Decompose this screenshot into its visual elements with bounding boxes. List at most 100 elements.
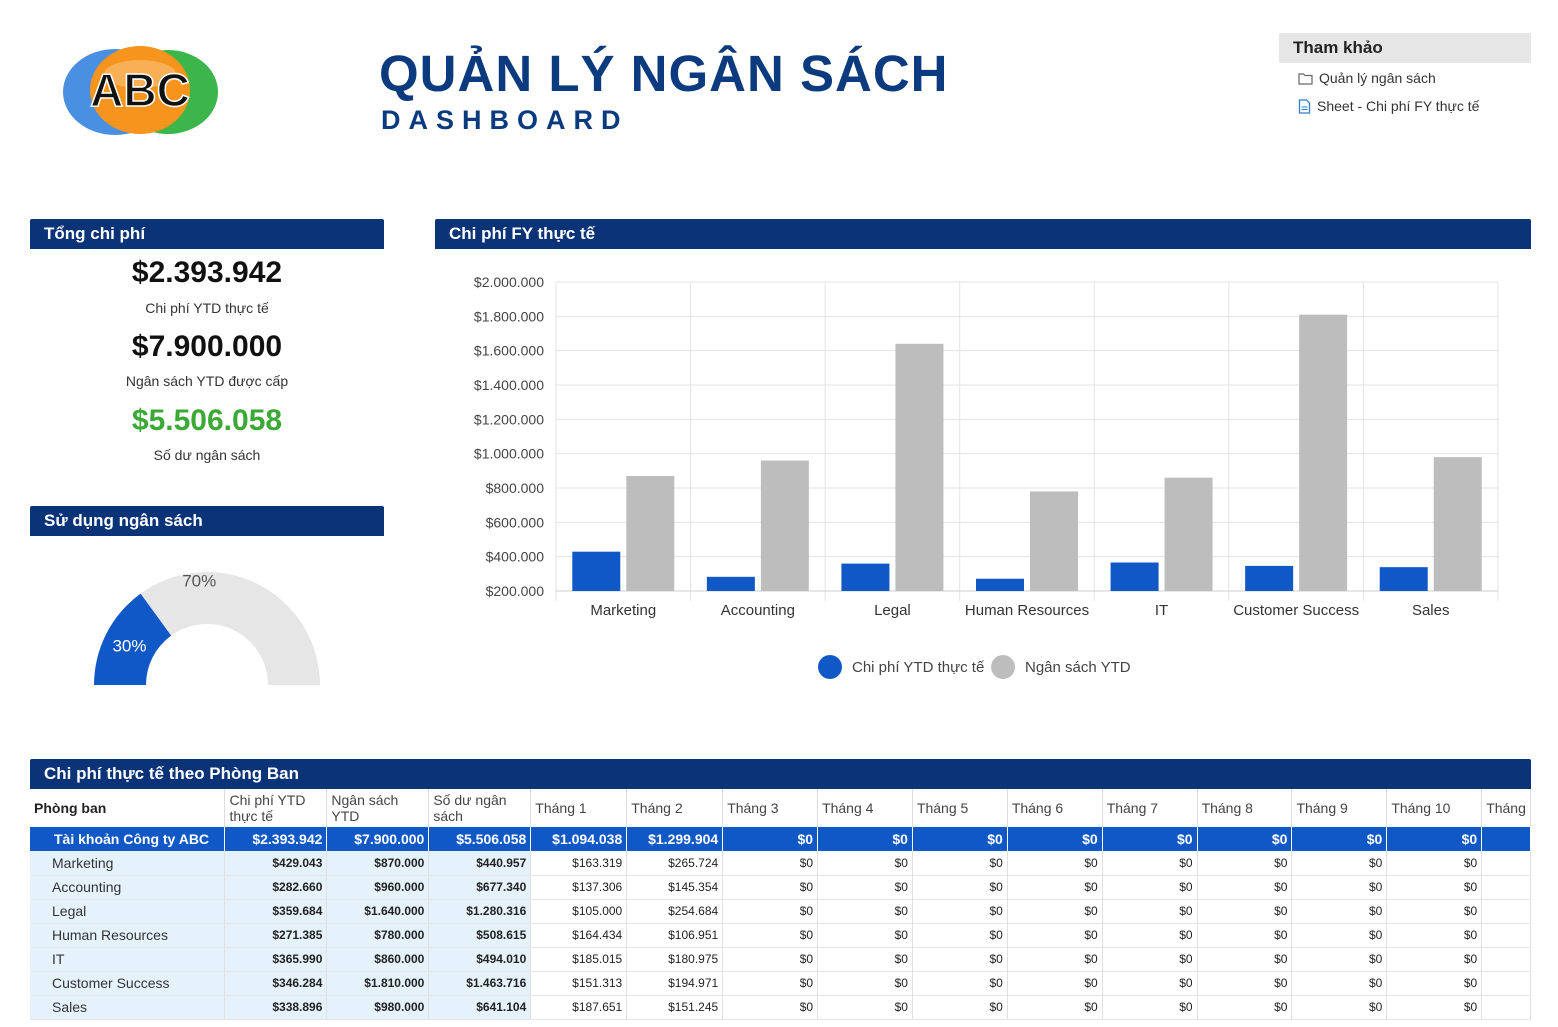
value-cell: $0 bbox=[1291, 827, 1388, 851]
x-tick-label: Legal bbox=[874, 602, 911, 619]
value-cell: $7.900.000 bbox=[326, 827, 430, 851]
value-cell: $0 bbox=[912, 899, 1008, 924]
y-tick-label: $1.200.000 bbox=[474, 411, 544, 427]
value-cell: $0 bbox=[1291, 875, 1388, 900]
value-cell: $0 bbox=[912, 875, 1008, 900]
value-cell: $271.385 bbox=[224, 923, 328, 948]
department-name-cell: Legal bbox=[30, 899, 226, 924]
value-cell: $1.640.000 bbox=[326, 899, 430, 924]
value-cell: $0 bbox=[1386, 875, 1483, 900]
budget-label: Ngân sách YTD được cấp bbox=[125, 373, 289, 389]
bar-budget-4 bbox=[1164, 477, 1213, 591]
reference-link-sheet[interactable]: Sheet - Chi phí FY thực tế bbox=[1298, 98, 1479, 114]
value-cell: $0 bbox=[1197, 875, 1293, 900]
value-cell: $0 bbox=[1007, 899, 1103, 924]
column-header: Ngân sách YTD bbox=[326, 789, 430, 827]
balance-label: Số dư ngân sách bbox=[153, 447, 261, 463]
column-header: Tháng 1 bbox=[530, 789, 628, 827]
value-cell: $338.896 bbox=[224, 995, 328, 1020]
column-header: Chi phí YTD thực tế bbox=[224, 789, 328, 827]
bar-budget-0 bbox=[626, 475, 675, 591]
value-cell: $0 bbox=[912, 947, 1008, 972]
value-cell: $0 bbox=[722, 947, 819, 972]
column-header: Tháng bbox=[1481, 789, 1531, 827]
column-header: Số dư ngân sách bbox=[428, 789, 532, 827]
y-tick-label: $1.000.000 bbox=[474, 446, 544, 462]
value-cell: $0 bbox=[1386, 947, 1483, 972]
value-cell: $0 bbox=[1386, 827, 1483, 851]
value-cell: $187.651 bbox=[530, 995, 628, 1020]
department-cost-table-wrap[interactable]: Phòng ban Chi phí YTD thực tế Ngân sách YT… bbox=[30, 789, 1531, 1027]
value-cell: $0 bbox=[1007, 971, 1103, 996]
value-cell: $0 bbox=[1007, 875, 1103, 900]
value-cell: $870.000 bbox=[326, 851, 430, 876]
value-cell: $0 bbox=[1102, 875, 1198, 900]
value-cell: $677.340 bbox=[428, 875, 532, 900]
value-cell: $282.660 bbox=[224, 875, 328, 900]
value-cell: $0 bbox=[1007, 947, 1103, 972]
y-tick-label: $1.800.000 bbox=[474, 308, 544, 324]
x-tick-label: Accounting bbox=[721, 602, 795, 619]
value-cell: $365.990 bbox=[224, 947, 328, 972]
legend-swatch bbox=[818, 655, 842, 679]
value-cell: $145.354 bbox=[626, 875, 724, 900]
table-row: Human Resources $271.385 $780.000 $508.615 $… bbox=[30, 923, 1531, 948]
company-logo: ABC bbox=[63, 46, 218, 135]
value-cell: $0 bbox=[1007, 995, 1103, 1020]
value-cell: $0 bbox=[817, 827, 913, 851]
column-header: Tháng 5 bbox=[912, 789, 1008, 827]
value-cell bbox=[1481, 827, 1531, 851]
value-cell bbox=[1481, 947, 1531, 972]
reference-link-budget-management[interactable]: Quản lý ngân sách bbox=[1298, 70, 1436, 86]
folder-icon bbox=[1298, 72, 1313, 85]
x-tick-label: Sales bbox=[1412, 602, 1450, 619]
gauge-used-label: 30% bbox=[112, 637, 146, 656]
value-cell: $0 bbox=[817, 995, 913, 1020]
value-cell: $0 bbox=[722, 995, 819, 1020]
actual-cost-label: Chi phí YTD thực tế bbox=[145, 300, 269, 316]
value-cell: $0 bbox=[1291, 923, 1388, 948]
reference-title: Tham khảo bbox=[1279, 33, 1531, 63]
y-tick-label: $200.000 bbox=[486, 583, 545, 599]
column-header: Tháng 2 bbox=[626, 789, 724, 827]
department-name-cell: IT bbox=[30, 947, 226, 972]
table-header: Chi phí thực tế theo Phòng Ban bbox=[30, 759, 1531, 789]
value-cell: $0 bbox=[1291, 851, 1388, 876]
department-name-cell: Customer Success bbox=[30, 971, 226, 996]
sheet-icon bbox=[1298, 98, 1311, 114]
reference-link-label: Sheet - Chi phí FY thực tế bbox=[1317, 98, 1480, 114]
value-cell: $0 bbox=[817, 923, 913, 948]
value-cell bbox=[1481, 875, 1531, 900]
value-cell: $265.724 bbox=[626, 851, 724, 876]
table-header-row: Phòng ban Chi phí YTD thực tế Ngân sách YT… bbox=[30, 789, 1531, 827]
value-cell: $0 bbox=[722, 971, 819, 996]
value-cell: $860.000 bbox=[326, 947, 430, 972]
bar-actual-3 bbox=[976, 578, 1024, 591]
value-cell bbox=[1481, 899, 1531, 924]
value-cell: $0 bbox=[817, 947, 913, 972]
value-cell: $0 bbox=[722, 875, 819, 900]
value-cell: $1.299.904 bbox=[626, 827, 724, 851]
value-cell: $980.000 bbox=[326, 995, 430, 1020]
value-cell: $1.094.038 bbox=[530, 827, 628, 851]
value-cell: $0 bbox=[912, 827, 1008, 851]
column-header-department: Phòng ban bbox=[30, 789, 226, 827]
logo-text: ABC bbox=[90, 64, 190, 116]
value-cell: $0 bbox=[1197, 995, 1293, 1020]
value-cell: $0 bbox=[912, 971, 1008, 996]
value-cell: $0 bbox=[1007, 923, 1103, 948]
fy-cost-bar-chart: $200.000 $400.000 $600.000 $800.000 $1.000.0… bbox=[474, 274, 1499, 679]
value-cell: $106.951 bbox=[626, 923, 724, 948]
value-cell: $0 bbox=[1102, 947, 1198, 972]
value-cell: $194.971 bbox=[626, 971, 724, 996]
value-cell: $0 bbox=[1197, 827, 1293, 851]
value-cell: $0 bbox=[1007, 851, 1103, 876]
chart-header: Chi phí FY thực tế bbox=[435, 219, 1531, 249]
gauge-used-arc bbox=[94, 593, 172, 685]
value-cell: $0 bbox=[817, 899, 913, 924]
gauge-remaining-arc bbox=[140, 572, 320, 685]
value-cell: $2.393.942 bbox=[224, 827, 328, 851]
value-cell: $163.319 bbox=[530, 851, 628, 876]
total-cost-header: Tổng chi phí bbox=[30, 219, 384, 249]
value-cell: $0 bbox=[1102, 899, 1198, 924]
